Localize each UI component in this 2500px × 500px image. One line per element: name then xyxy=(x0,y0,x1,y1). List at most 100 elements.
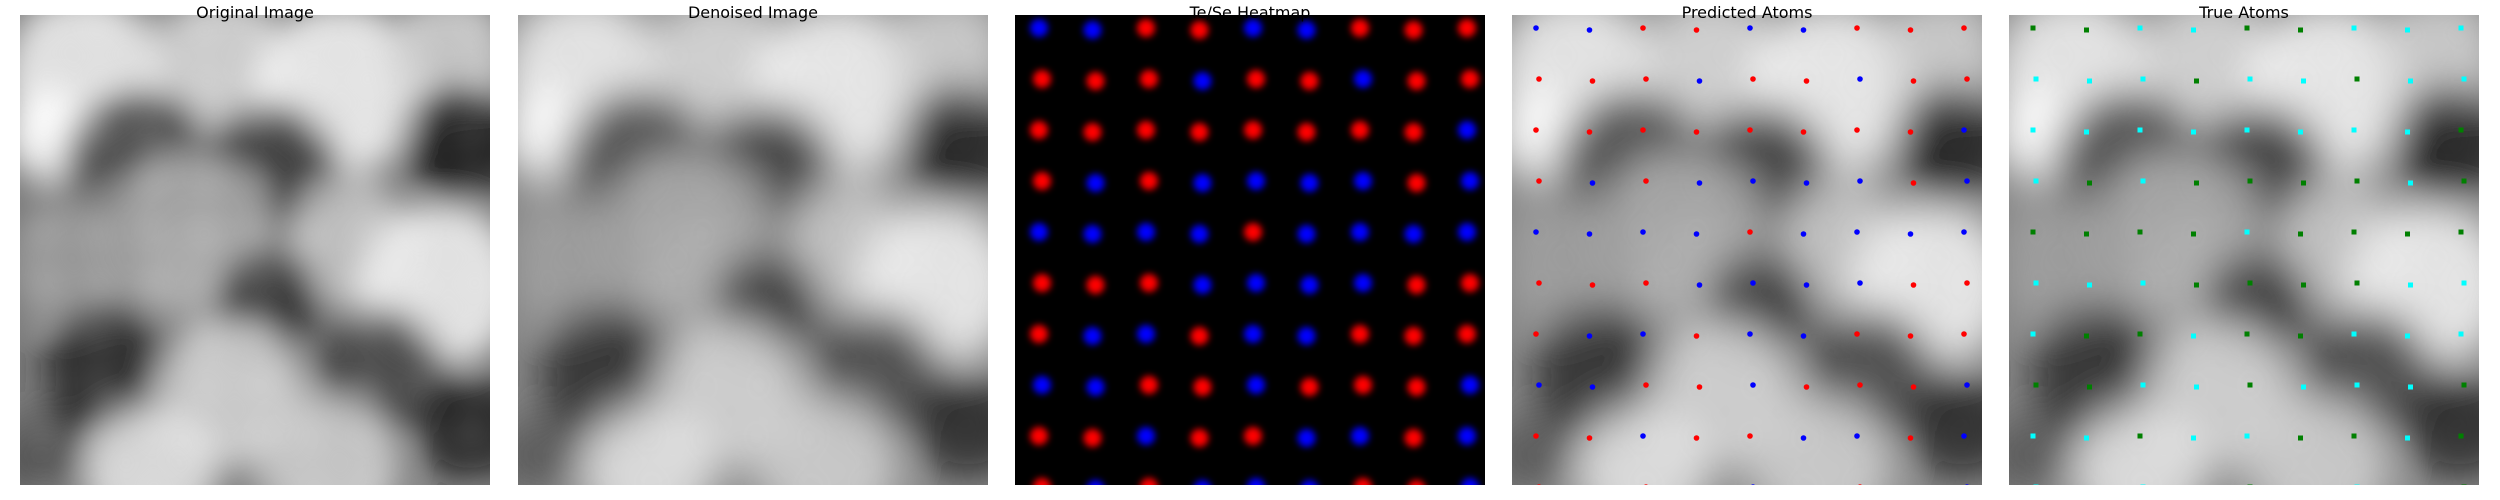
true-atom-te xyxy=(2140,280,2146,286)
lattice-bump xyxy=(32,220,56,244)
predicted-atom-te xyxy=(1854,25,1860,31)
lattice-bump xyxy=(299,426,324,450)
lattice-bump xyxy=(249,475,273,485)
lattice-bump xyxy=(406,120,431,144)
lattice-bump xyxy=(904,18,929,42)
predicted-atom-se xyxy=(1640,229,1646,235)
predicted-atom-te xyxy=(1803,78,1810,84)
predicted-atom-te xyxy=(1747,229,1753,235)
lattice-bump xyxy=(801,477,824,485)
lattice-bump xyxy=(1527,475,1551,485)
heatmap-spot-te xyxy=(1083,429,1102,447)
heatmap-spot-se xyxy=(1461,172,1479,190)
heatmap-spot-te xyxy=(1404,429,1423,447)
lattice-bump xyxy=(246,322,270,346)
true-atom-te xyxy=(2354,382,2360,388)
predicted-atom-se xyxy=(1961,127,1967,133)
lattice-bump xyxy=(583,120,608,144)
lattice-bump xyxy=(88,69,113,93)
predicted-atom-te xyxy=(1964,280,1970,286)
heatmap-spot-se xyxy=(1351,223,1369,241)
predicted-atom-te xyxy=(1533,127,1539,133)
heatmap-spot-se xyxy=(1033,376,1051,394)
true-atom-se xyxy=(2298,231,2303,237)
panel-title: Denoised Image xyxy=(687,3,819,22)
true-atom-te xyxy=(2137,25,2143,31)
lattice-bump xyxy=(958,424,982,448)
texture-blob xyxy=(415,370,490,480)
panel-denoised-image: Denoised Image xyxy=(518,4,988,485)
lattice-bump xyxy=(958,118,982,142)
lattice-bump xyxy=(904,120,929,144)
lattice-bump xyxy=(2399,477,2422,485)
true-atom-te xyxy=(2351,127,2357,133)
heatmap-spot-te xyxy=(1030,121,1048,139)
true-atom-se xyxy=(2354,280,2360,286)
lattice-bump xyxy=(460,220,484,244)
true-atom-se xyxy=(2194,78,2199,84)
predicted-atom-se xyxy=(1803,180,1810,186)
predicted-atom-te xyxy=(1854,331,1860,337)
true-atom-te xyxy=(2244,433,2250,439)
heatmap-spot-te xyxy=(1033,70,1051,88)
lattice-bump xyxy=(353,16,377,40)
true-atom-se xyxy=(2137,331,2143,337)
lattice-bump xyxy=(904,222,929,246)
true-atom-te xyxy=(2461,76,2467,82)
lattice-bump xyxy=(583,222,608,246)
lattice-bump xyxy=(356,373,380,397)
lattice-bump xyxy=(530,322,554,346)
heatmap-spot-te xyxy=(1137,121,1155,139)
texture-blob xyxy=(913,370,988,480)
heatmap-spot-te xyxy=(1244,121,1262,139)
predicted-atom-se xyxy=(1907,231,1914,237)
lattice-bump xyxy=(851,16,875,40)
true-atom-te xyxy=(2247,76,2253,82)
heatmap-spot-te xyxy=(1030,427,1048,445)
lattice-bump xyxy=(460,322,484,346)
lattice-bump xyxy=(460,118,484,142)
texture-blob xyxy=(1752,395,1892,485)
lattice-bump xyxy=(530,118,554,142)
predicted-atom-te xyxy=(1910,384,1917,390)
true-atom-se xyxy=(2458,127,2464,133)
lattice-bump xyxy=(246,16,270,40)
true-atom-te xyxy=(2405,435,2410,441)
lattice-bump xyxy=(353,322,377,346)
true-atom-se xyxy=(2351,229,2357,235)
predicted-atom-se xyxy=(1696,282,1703,288)
lattice-bump xyxy=(409,171,434,195)
texture-blob xyxy=(2249,395,2389,485)
heatmap-spot-se xyxy=(1351,427,1369,445)
lattice-bump xyxy=(694,477,717,485)
true-atom-te xyxy=(2087,282,2092,288)
true-atom-se xyxy=(2405,231,2410,237)
predicted-atom-se xyxy=(1747,25,1753,31)
lattice-bump xyxy=(583,324,608,348)
heatmap-spot-se xyxy=(1354,172,1372,190)
heatmap-spot-te xyxy=(1247,70,1265,88)
lattice-bump xyxy=(907,171,932,195)
lattice-bump xyxy=(800,375,825,399)
predicted-atom-se xyxy=(1640,331,1646,337)
lattice-bump xyxy=(356,475,380,485)
lattice-bump xyxy=(353,220,377,244)
predicted-atom-se xyxy=(1964,382,1970,388)
predicted-atom-te xyxy=(1643,178,1649,184)
predicted-atom-te xyxy=(1536,76,1542,82)
heatmap-spot-te xyxy=(1404,327,1423,345)
lattice-bump xyxy=(142,67,166,91)
heatmap-spot-se xyxy=(1030,19,1048,37)
texture-blob xyxy=(2404,370,2479,480)
true-atom-se xyxy=(2298,333,2303,339)
lattice-bump xyxy=(640,271,664,295)
heatmap-spot-se xyxy=(1297,225,1316,243)
heatmap-spot-se xyxy=(1086,378,1105,396)
lattice-bump xyxy=(35,475,59,485)
lattice-bump xyxy=(88,171,113,195)
true-atom-se xyxy=(2301,282,2306,288)
lattice-bump xyxy=(533,169,557,193)
predicted-atom-te xyxy=(1640,25,1646,31)
heatmap-spot-se xyxy=(1247,274,1265,292)
true-atom-se xyxy=(2301,180,2306,186)
